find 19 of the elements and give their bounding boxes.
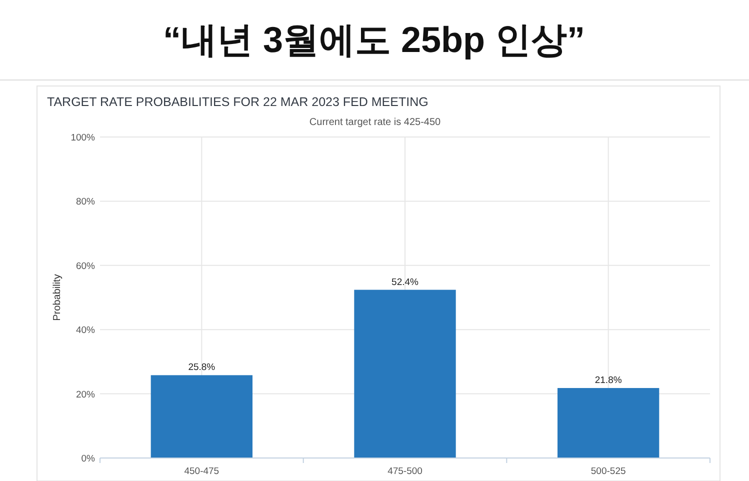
y-axis-title: Probability bbox=[52, 274, 63, 321]
bar bbox=[558, 388, 660, 458]
chart-subtitle: TARGET RATE PROBABILITIES FOR 22 MAR 2023 FED MEETING bbox=[47, 95, 428, 109]
y-tick-label: 40% bbox=[76, 325, 96, 336]
text: Current target rate is 425-450 bbox=[309, 117, 442, 128]
y-tick-label: 0% bbox=[81, 454, 96, 464]
data-label: 52.4% bbox=[392, 276, 420, 288]
y-tick-label: 20% bbox=[76, 389, 96, 400]
x-tick-label: 450-475 bbox=[184, 466, 220, 477]
x-tick-label: 475-500 bbox=[388, 466, 422, 477]
y-tick-label: 80% bbox=[76, 196, 96, 208]
y-tick-label: 100% bbox=[70, 132, 96, 144]
data-label: 25.8% bbox=[188, 362, 216, 374]
x-tick-label: 500-525 bbox=[590, 466, 626, 477]
data-label: 21.8% bbox=[594, 375, 622, 386]
bar bbox=[354, 290, 456, 458]
y-tick-label: 60% bbox=[76, 260, 96, 272]
bar bbox=[150, 375, 252, 458]
chart-title: “내년 3월에도 25bp 인상” bbox=[162, 19, 586, 60]
